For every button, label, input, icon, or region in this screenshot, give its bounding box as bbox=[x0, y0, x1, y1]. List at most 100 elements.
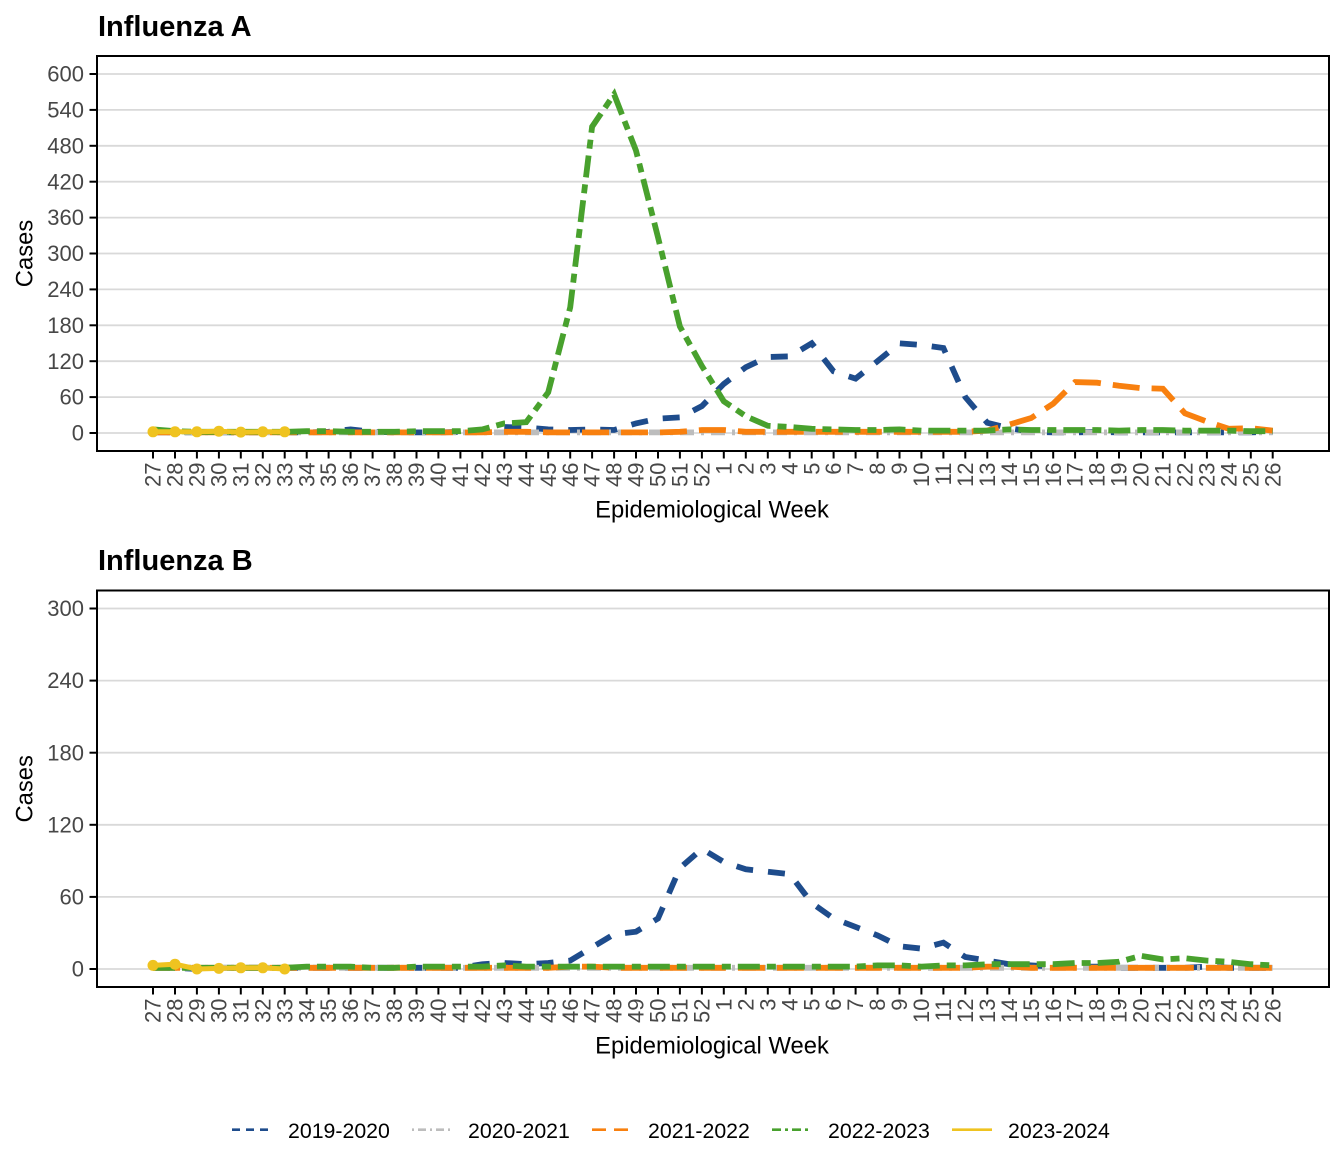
svg-text:44: 44 bbox=[514, 999, 539, 1023]
svg-text:35: 35 bbox=[316, 999, 341, 1023]
svg-text:22: 22 bbox=[1173, 463, 1198, 487]
svg-text:2022-2023: 2022-2023 bbox=[828, 1119, 930, 1143]
svg-text:47: 47 bbox=[580, 999, 605, 1023]
svg-text:2: 2 bbox=[733, 463, 758, 475]
svg-text:20: 20 bbox=[1129, 463, 1154, 487]
svg-text:27: 27 bbox=[141, 999, 166, 1023]
svg-text:30: 30 bbox=[207, 463, 232, 487]
svg-text:14: 14 bbox=[997, 999, 1022, 1023]
svg-text:48: 48 bbox=[602, 463, 627, 487]
svg-text:120: 120 bbox=[47, 349, 84, 374]
svg-text:180: 180 bbox=[47, 740, 84, 765]
svg-text:2021-2022: 2021-2022 bbox=[648, 1119, 750, 1143]
svg-text:45: 45 bbox=[536, 999, 561, 1023]
svg-text:Influenza A: Influenza A bbox=[98, 11, 252, 43]
svg-text:18: 18 bbox=[1085, 463, 1110, 487]
svg-text:240: 240 bbox=[47, 668, 84, 693]
svg-text:7: 7 bbox=[843, 463, 868, 475]
svg-text:28: 28 bbox=[163, 999, 188, 1023]
svg-text:34: 34 bbox=[294, 463, 319, 487]
svg-text:2020-2021: 2020-2021 bbox=[468, 1119, 570, 1143]
svg-text:24: 24 bbox=[1216, 999, 1241, 1023]
svg-text:Influenza B: Influenza B bbox=[98, 545, 253, 577]
svg-text:15: 15 bbox=[1019, 999, 1044, 1023]
svg-text:45: 45 bbox=[536, 463, 561, 487]
svg-text:60: 60 bbox=[60, 885, 84, 910]
svg-text:23: 23 bbox=[1195, 999, 1220, 1023]
svg-text:41: 41 bbox=[448, 463, 473, 487]
svg-text:23: 23 bbox=[1195, 463, 1220, 487]
svg-text:42: 42 bbox=[470, 463, 495, 487]
svg-text:17: 17 bbox=[1063, 999, 1088, 1023]
svg-text:19: 19 bbox=[1107, 463, 1132, 487]
svg-text:1: 1 bbox=[711, 999, 736, 1011]
svg-text:600: 600 bbox=[47, 62, 84, 87]
svg-text:36: 36 bbox=[338, 463, 363, 487]
svg-text:28: 28 bbox=[163, 463, 188, 487]
svg-text:41: 41 bbox=[448, 999, 473, 1023]
svg-text:40: 40 bbox=[426, 463, 451, 487]
svg-text:120: 120 bbox=[47, 812, 84, 837]
svg-text:43: 43 bbox=[492, 999, 517, 1023]
svg-text:26: 26 bbox=[1260, 463, 1285, 487]
svg-text:25: 25 bbox=[1238, 999, 1263, 1023]
svg-text:48: 48 bbox=[602, 999, 627, 1023]
svg-text:6: 6 bbox=[821, 463, 846, 475]
svg-text:49: 49 bbox=[624, 999, 649, 1023]
svg-text:540: 540 bbox=[47, 98, 84, 123]
svg-text:37: 37 bbox=[360, 999, 385, 1023]
svg-text:38: 38 bbox=[382, 463, 407, 487]
svg-text:36: 36 bbox=[338, 999, 363, 1023]
svg-text:9: 9 bbox=[887, 999, 912, 1011]
svg-text:31: 31 bbox=[228, 463, 253, 487]
svg-text:11: 11 bbox=[931, 999, 956, 1022]
svg-text:29: 29 bbox=[185, 463, 210, 487]
svg-text:52: 52 bbox=[690, 463, 715, 487]
svg-text:360: 360 bbox=[47, 205, 84, 230]
svg-text:49: 49 bbox=[624, 463, 649, 487]
svg-text:0: 0 bbox=[72, 421, 84, 446]
svg-text:2019-2020: 2019-2020 bbox=[288, 1119, 390, 1143]
svg-text:26: 26 bbox=[1260, 999, 1285, 1023]
svg-text:42: 42 bbox=[470, 999, 495, 1023]
svg-text:15: 15 bbox=[1019, 463, 1044, 487]
svg-text:21: 21 bbox=[1151, 999, 1176, 1023]
svg-text:27: 27 bbox=[141, 463, 166, 487]
svg-text:50: 50 bbox=[646, 463, 671, 487]
svg-text:39: 39 bbox=[404, 463, 429, 487]
svg-text:180: 180 bbox=[47, 313, 84, 338]
svg-text:4: 4 bbox=[777, 999, 802, 1011]
svg-text:51: 51 bbox=[668, 463, 693, 487]
svg-text:20: 20 bbox=[1129, 999, 1154, 1023]
svg-text:25: 25 bbox=[1238, 463, 1263, 487]
svg-text:13: 13 bbox=[975, 999, 1000, 1023]
svg-text:Epidemiological Week: Epidemiological Week bbox=[595, 497, 829, 524]
svg-text:0: 0 bbox=[72, 957, 84, 982]
svg-text:240: 240 bbox=[47, 277, 84, 302]
svg-text:5: 5 bbox=[799, 999, 824, 1011]
svg-text:50: 50 bbox=[646, 999, 671, 1023]
svg-text:1: 1 bbox=[711, 463, 736, 475]
svg-text:18: 18 bbox=[1085, 999, 1110, 1023]
svg-text:60: 60 bbox=[60, 385, 84, 410]
svg-text:2023-2024: 2023-2024 bbox=[1008, 1119, 1110, 1143]
svg-text:12: 12 bbox=[953, 999, 978, 1023]
svg-text:33: 33 bbox=[272, 463, 297, 487]
svg-text:33: 33 bbox=[272, 999, 297, 1023]
svg-text:51: 51 bbox=[668, 999, 693, 1023]
svg-text:34: 34 bbox=[294, 999, 319, 1023]
svg-text:19: 19 bbox=[1107, 999, 1132, 1023]
svg-text:47: 47 bbox=[580, 463, 605, 487]
svg-text:8: 8 bbox=[865, 463, 890, 475]
svg-text:3: 3 bbox=[755, 999, 780, 1011]
svg-text:37: 37 bbox=[360, 463, 385, 487]
svg-text:10: 10 bbox=[909, 463, 934, 487]
svg-text:44: 44 bbox=[514, 463, 539, 487]
svg-text:32: 32 bbox=[250, 999, 275, 1023]
svg-text:Epidemiological Week: Epidemiological Week bbox=[595, 1033, 829, 1060]
svg-text:32: 32 bbox=[250, 463, 275, 487]
svg-text:30: 30 bbox=[207, 999, 232, 1023]
svg-text:9: 9 bbox=[887, 463, 912, 475]
svg-text:39: 39 bbox=[404, 999, 429, 1023]
svg-text:16: 16 bbox=[1041, 999, 1066, 1023]
